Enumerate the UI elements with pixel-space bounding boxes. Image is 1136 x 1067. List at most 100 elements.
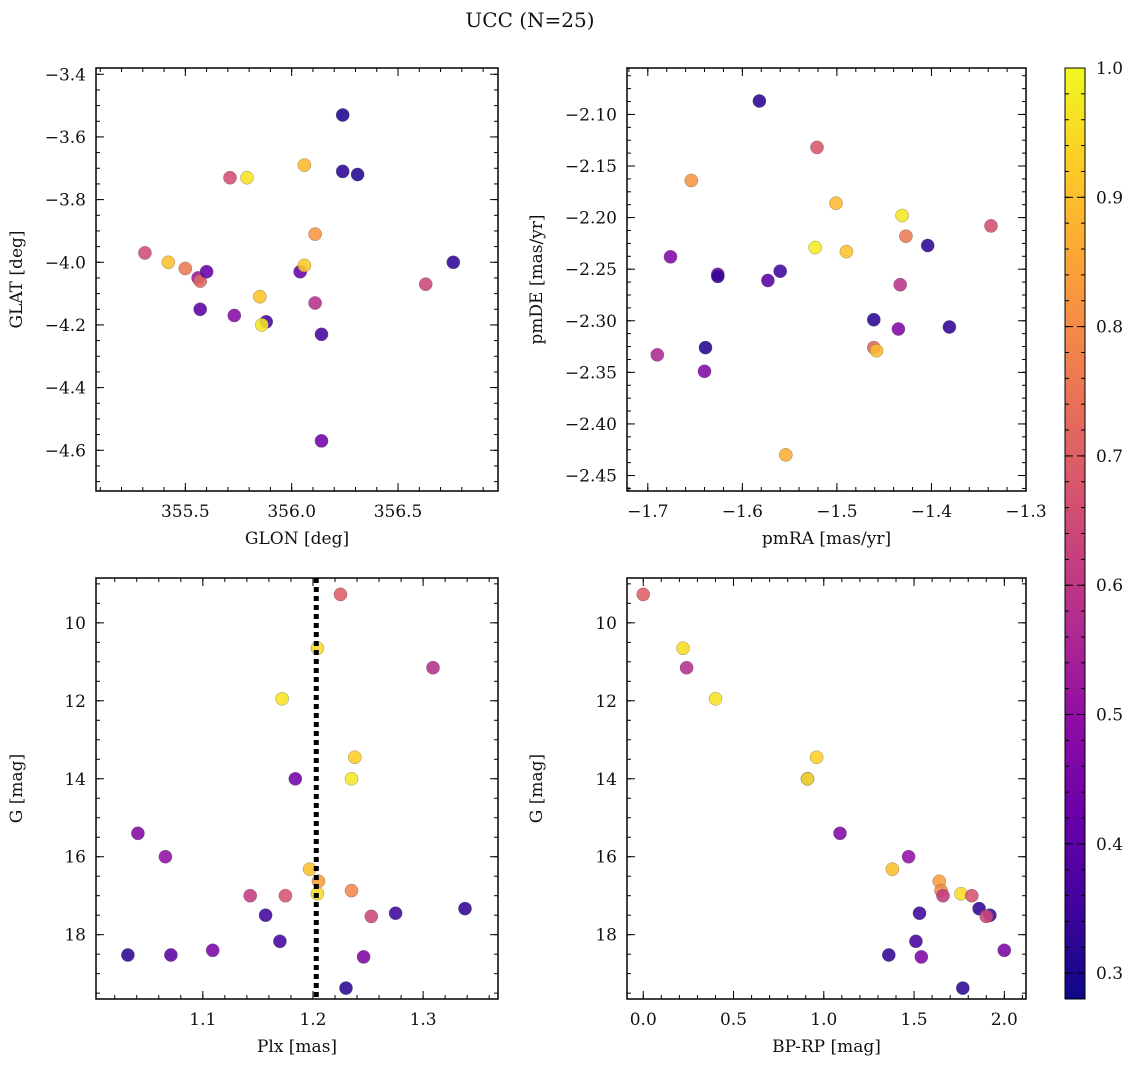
scatter-point bbox=[964, 888, 979, 903]
x-tick-label: 1.5 bbox=[901, 1010, 928, 1030]
x-tick-label: 355.5 bbox=[161, 502, 210, 522]
scatter-point bbox=[223, 170, 237, 185]
scatter-point bbox=[418, 277, 433, 292]
ticks-bprp-g: 0.0 0.5 1.0 1.5 2.0 10 12 14 16 18 bbox=[595, 578, 1026, 1030]
scatter-point bbox=[288, 771, 303, 786]
scatter-point bbox=[909, 934, 923, 949]
scatter-point bbox=[458, 901, 472, 916]
scatter-point bbox=[164, 948, 178, 962]
scatter-point bbox=[158, 849, 173, 864]
panel-pmra-pmde: −1.7 −1.6 −1.5 −1.4 −1.3 −2.45 −2.40 −2.35 −2.30… bbox=[527, 67, 1047, 549]
scatter-point bbox=[347, 750, 362, 765]
scatter-pmra-pmde bbox=[650, 94, 998, 462]
scatter-point bbox=[984, 219, 998, 233]
y-tick-label: −2.20 bbox=[565, 209, 617, 229]
plot-frame-pmra-pmde bbox=[626, 67, 1027, 492]
scatter-point bbox=[258, 908, 273, 923]
scatter-point bbox=[636, 587, 651, 602]
x-tick-label: 1.0 bbox=[810, 1010, 837, 1030]
scatter-point bbox=[893, 277, 908, 292]
y-tick-label: 16 bbox=[64, 848, 86, 868]
colorbar-tick-label: 1.0 bbox=[1096, 59, 1123, 79]
scatter-point bbox=[314, 327, 329, 342]
x-axis-label-glon-glat: GLON [deg] bbox=[245, 529, 349, 549]
y-tick-label: −2.25 bbox=[565, 260, 617, 280]
scatter-point bbox=[839, 244, 854, 259]
y-axis-label-pmra-pmde: pmDE [mas/yr] bbox=[527, 214, 547, 344]
scatter-point bbox=[663, 249, 678, 264]
scatter-point bbox=[697, 364, 712, 379]
colorbar-tick-label: 0.7 bbox=[1096, 447, 1123, 467]
scatter-point bbox=[252, 289, 267, 304]
scatter-point bbox=[885, 862, 900, 877]
scatter-point bbox=[708, 691, 723, 706]
scatter-point bbox=[833, 826, 847, 841]
scatter-point bbox=[121, 948, 135, 962]
scatter-point bbox=[895, 208, 909, 223]
scatter-plx-g bbox=[121, 578, 472, 999]
scatter-point bbox=[997, 943, 1012, 958]
x-tick-label: −1.7 bbox=[627, 502, 668, 522]
scatter-point bbox=[138, 246, 152, 260]
scatter-point bbox=[899, 229, 913, 244]
scatter-point bbox=[350, 167, 365, 182]
y-tick-label: −2.10 bbox=[565, 105, 617, 125]
scatter-point bbox=[199, 264, 214, 279]
panel-glon-glat: 355.5 356.0 356.5 −4.6 −4.4 −4.2 −4.0 −3.8 −3.6 −… bbox=[7, 65, 499, 549]
scatter-point bbox=[979, 909, 994, 924]
y-tick-label: −4.2 bbox=[45, 316, 86, 336]
scatter-glon-glat bbox=[138, 108, 461, 448]
scatter-point bbox=[297, 158, 312, 172]
scatter-point bbox=[227, 308, 242, 323]
x-tick-label: −1.6 bbox=[722, 502, 763, 522]
scatter-point bbox=[829, 196, 843, 211]
y-tick-label: 14 bbox=[595, 770, 617, 790]
scatter-point bbox=[808, 240, 823, 255]
x-tick-label: 1.1 bbox=[189, 1010, 216, 1030]
scatter-point bbox=[810, 140, 824, 155]
scatter-point bbox=[161, 255, 176, 270]
scatter-point bbox=[891, 322, 906, 336]
scatter-bprp-g bbox=[636, 587, 1012, 995]
scatter-point bbox=[275, 691, 289, 706]
panel-bprp-g: 0.0 0.5 1.0 1.5 2.0 10 12 14 16 18 BP-RP [mag] G … bbox=[527, 577, 1027, 1057]
scatter-point bbox=[869, 343, 884, 358]
y-tick-label: −3.6 bbox=[45, 128, 86, 148]
colorbar: 0.3 0.4 0.5 0.6 0.7 0.8 0.9 1.0 bbox=[1064, 59, 1123, 1000]
ticks-pmra-pmde: −1.7 −1.6 −1.5 −1.4 −1.3 −2.45 −2.40 −2.35 −2.30… bbox=[565, 68, 1047, 522]
ticks-plx-g: 1.1 1.2 1.3 10 12 14 16 18 bbox=[64, 578, 498, 1030]
scatter-point bbox=[205, 943, 220, 958]
y-tick-label: 18 bbox=[595, 926, 617, 946]
scatter-point bbox=[809, 750, 824, 765]
y-tick-label: 16 bbox=[595, 848, 617, 868]
scatter-point bbox=[339, 981, 353, 995]
scatter-point bbox=[752, 94, 767, 108]
y-tick-label: −3.4 bbox=[45, 65, 86, 85]
scatter-point bbox=[364, 909, 379, 924]
scatter-point bbox=[308, 296, 322, 310]
x-tick-label: 356.5 bbox=[374, 502, 423, 522]
scatter-point bbox=[773, 264, 788, 279]
colorbar-tick-label: 0.4 bbox=[1096, 835, 1123, 855]
x-tick-label: 1.3 bbox=[410, 1010, 437, 1030]
y-tick-label: 10 bbox=[64, 614, 86, 634]
x-tick-label: 356.0 bbox=[267, 502, 316, 522]
plot-frame-bprp-g bbox=[626, 577, 1027, 1000]
scatter-point bbox=[356, 950, 371, 964]
ticks-glon-glat: 355.5 356.0 356.5 −4.6 −4.4 −4.2 −4.0 −3.8 −3.6 −… bbox=[45, 65, 498, 522]
scatter-point bbox=[335, 164, 350, 179]
y-tick-label: −3.8 bbox=[45, 191, 86, 211]
colorbar-tick-label: 0.9 bbox=[1096, 188, 1123, 208]
y-tick-label: −2.40 bbox=[565, 415, 617, 435]
scatter-point bbox=[901, 849, 916, 864]
scatter-point bbox=[800, 771, 815, 786]
y-tick-label: −4.4 bbox=[45, 379, 86, 399]
scatter-point bbox=[881, 948, 896, 962]
scatter-point bbox=[676, 641, 690, 656]
y-axis-label-glon-glat: GLAT [deg] bbox=[7, 230, 27, 328]
y-tick-label: 14 bbox=[64, 770, 86, 790]
plot-frame-plx-g bbox=[95, 577, 499, 1000]
scatter-point bbox=[314, 434, 329, 448]
scatter-point bbox=[255, 318, 269, 332]
